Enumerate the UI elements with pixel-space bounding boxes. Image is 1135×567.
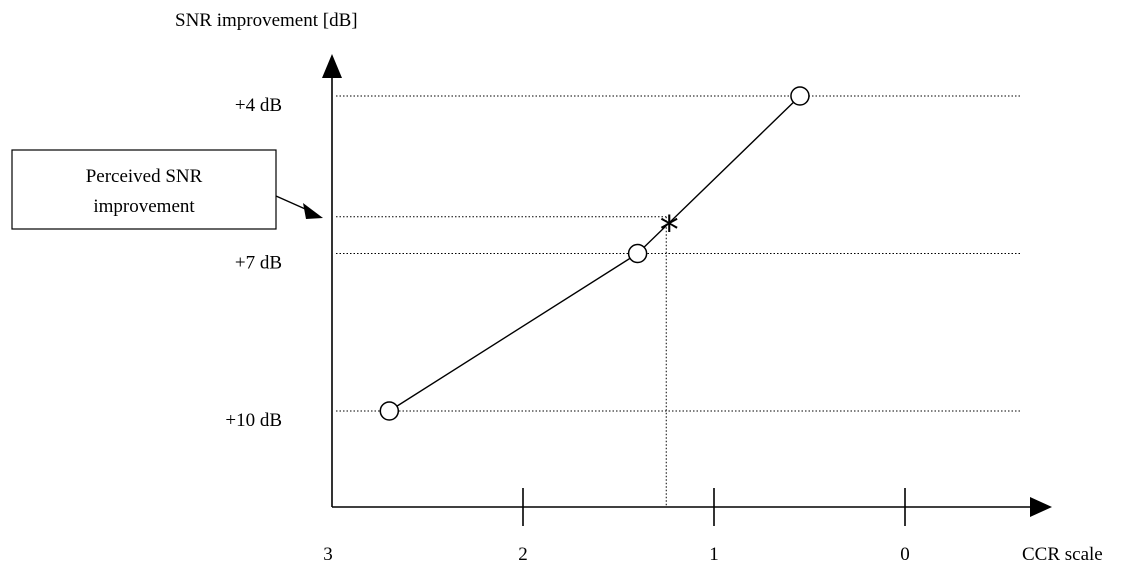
data-series	[379, 86, 810, 421]
data-point	[790, 86, 810, 106]
y-tick-label: +4 dB	[235, 95, 282, 116]
data-point	[627, 243, 648, 264]
y-tick-label: +10 dB	[225, 410, 282, 431]
callout-box	[11, 149, 277, 230]
callout-text-line2: improvement	[93, 196, 195, 217]
x-tick-label: 3	[323, 544, 333, 565]
x-tick-label: 0	[900, 544, 910, 565]
x-ticks: 3 2 1 0	[323, 488, 910, 565]
y-tick-labels: +4 dB +7 dB +10 dB	[225, 95, 282, 431]
data-point	[379, 401, 400, 421]
y-axis-arrowhead	[322, 54, 342, 78]
callout-arrowhead	[303, 203, 323, 219]
x-tick-label: 2	[518, 544, 528, 565]
reference-lines	[336, 95, 1022, 412]
x-tick-label: 1	[709, 544, 719, 565]
x-axis-title: CCR scale	[1022, 544, 1103, 565]
y-tick-label: +7 dB	[235, 253, 282, 274]
y-axis-title: SNR improvement [dB]	[175, 10, 358, 31]
annotation: *	[336, 208, 679, 507]
callout-text-line1: Perceived SNR	[86, 166, 203, 187]
series-line	[388, 95, 801, 412]
annotation-marker: *	[660, 208, 679, 252]
x-axis-arrowhead	[1030, 497, 1052, 517]
